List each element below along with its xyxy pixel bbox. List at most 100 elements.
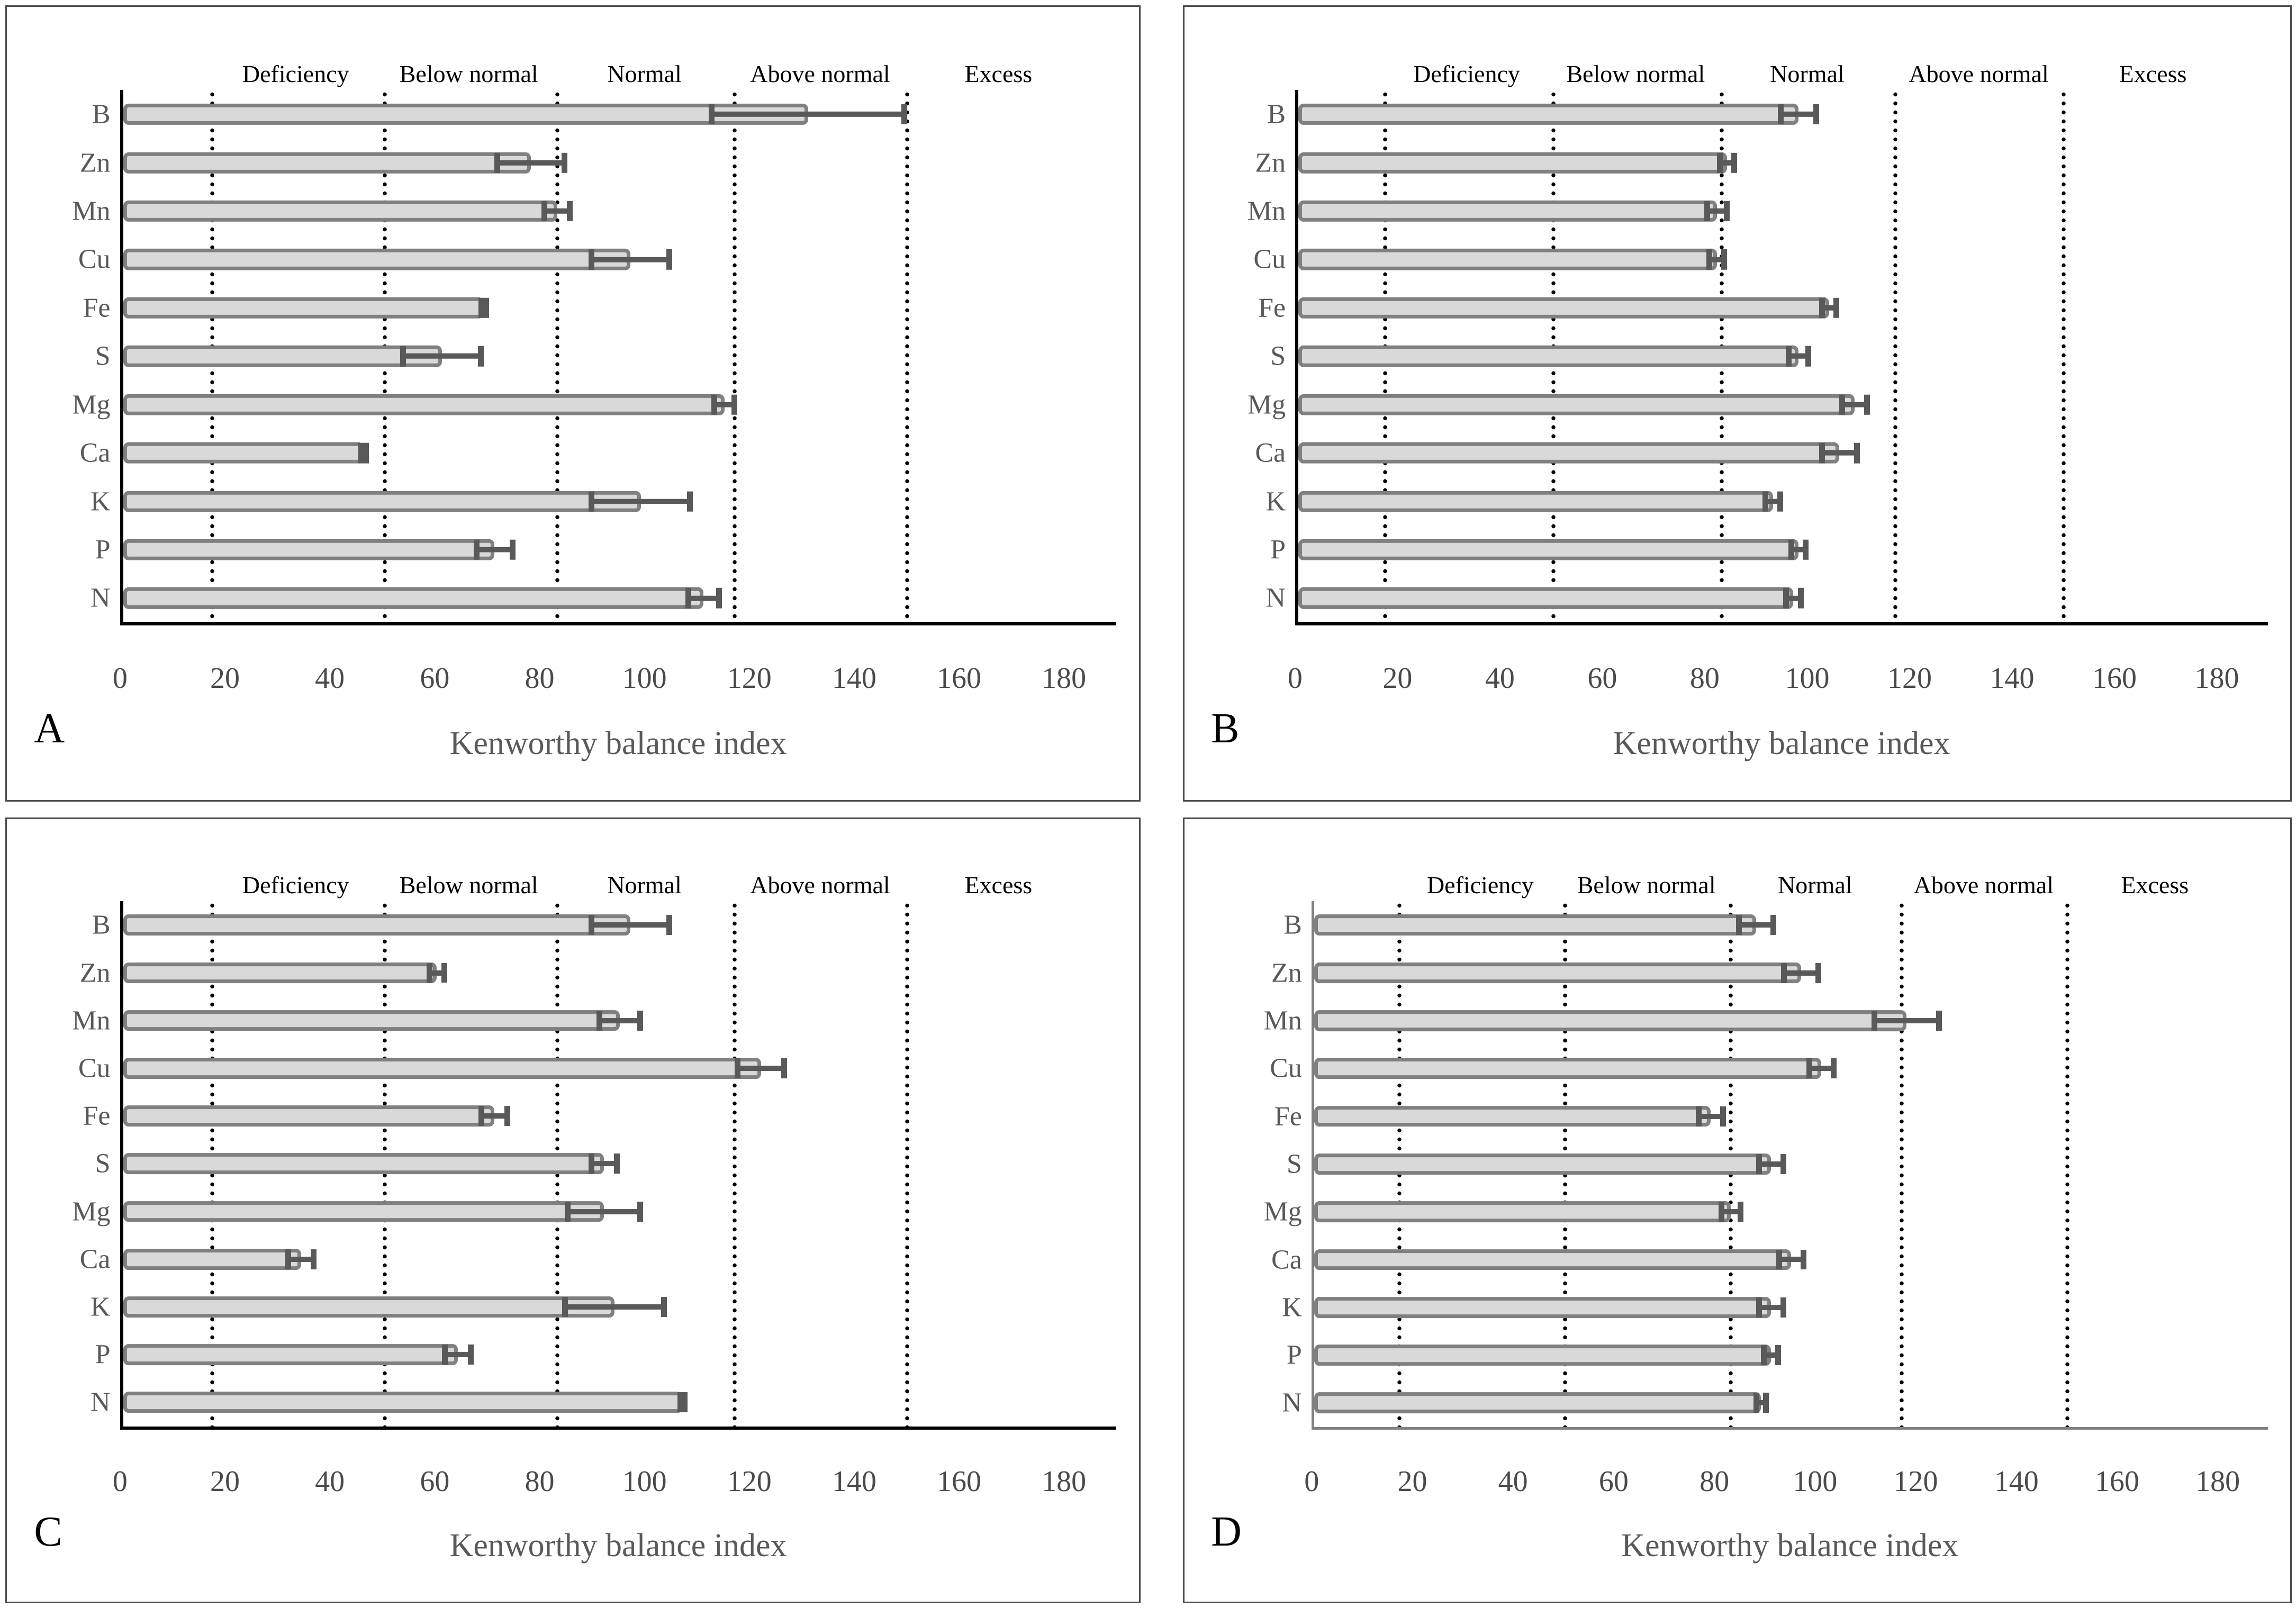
error-line	[494, 160, 568, 166]
bar-P	[123, 1344, 458, 1366]
bar-Zn	[123, 152, 531, 174]
error-cap-left	[442, 1344, 448, 1365]
zone-label-above-normal: Above normal	[750, 60, 890, 87]
error-line	[565, 1209, 644, 1214]
error-cap-left	[1778, 104, 1784, 125]
tick-label-40: 40	[1485, 661, 1515, 695]
bar-Mn	[1298, 200, 1717, 222]
bar-row-K: K	[91, 1283, 1116, 1331]
bar-S	[123, 1153, 604, 1175]
category-label-K: K	[90, 486, 111, 517]
error-bar-Ca	[1819, 442, 1860, 464]
error-line	[588, 1161, 620, 1167]
error-bar-Cu	[588, 249, 672, 270]
bar-Zn	[1314, 962, 1802, 984]
zone-boundary-line-117	[733, 90, 737, 623]
category-label-Mg: Mg	[1263, 1196, 1302, 1227]
category-label-Fe: Fe	[83, 1101, 111, 1131]
bar-Mg	[1314, 1201, 1731, 1223]
error-cap-left	[473, 539, 480, 560]
error-cap-left	[1871, 1011, 1877, 1031]
error-cap-left	[1706, 249, 1713, 270]
bar-row-Mg: Mg	[72, 1188, 1116, 1235]
category-label-N: N	[90, 583, 111, 613]
bar-B	[1314, 914, 1756, 936]
bar-row-Cu: Cu	[78, 1044, 1116, 1092]
error-bar-S	[400, 346, 484, 367]
error-line	[1756, 1161, 1786, 1167]
category-label-P: P	[95, 1339, 111, 1370]
error-cap-left	[1704, 201, 1710, 222]
zone-label-excess: Excess	[2121, 871, 2189, 898]
panel-letter-D: D	[1211, 1508, 1242, 1555]
zone-label-below-normal: Below normal	[1566, 60, 1705, 87]
error-cap-left	[1806, 1058, 1812, 1079]
tick-label-0: 0	[1287, 661, 1303, 695]
error-bar-S	[1785, 346, 1812, 367]
bar-row-Ca: Ca	[1271, 1235, 2268, 1283]
error-bar-N	[1753, 1393, 1769, 1413]
error-cap-right	[562, 152, 568, 173]
bar-row-P: P	[1270, 525, 2268, 574]
category-label-K: K	[1265, 486, 1286, 517]
category-label-Cu: Cu	[1253, 244, 1286, 275]
bar-row-P: P	[95, 525, 1116, 574]
tick-label-160: 160	[2094, 1465, 2139, 1498]
category-label-Cu: Cu	[1270, 1053, 1302, 1084]
bar-row-K: K	[1282, 1284, 2268, 1331]
bar-Ca	[1314, 1249, 1792, 1270]
bar-Cu	[123, 1058, 761, 1079]
error-cap-left	[1696, 1106, 1702, 1126]
error-cap-right	[661, 1297, 667, 1317]
bar-row-S: S	[1287, 1140, 2268, 1188]
bar-Zn	[123, 962, 437, 984]
error-line	[1718, 1209, 1744, 1215]
category-label-S: S	[1270, 341, 1286, 371]
x-axis-ticks: 0 20 40 60 80 100 120 140 160 180	[113, 661, 1116, 701]
category-label-B: B	[92, 910, 111, 940]
bar-row-N: N	[1282, 1379, 2268, 1427]
error-bar-K	[1762, 491, 1784, 512]
bar-K	[123, 490, 641, 512]
bar-row-N: N	[91, 1378, 1116, 1426]
plot-area: B Zn Mn Cu Fe S Mg Ca K P N	[1264, 901, 2268, 1430]
bar-P	[1314, 1344, 1771, 1366]
error-cap-left	[1783, 588, 1789, 608]
category-label-Fe: Fe	[1274, 1101, 1302, 1132]
error-line	[1704, 208, 1730, 214]
category-label-Mn: Mn	[1263, 1005, 1302, 1036]
bar-row-Zn: Zn	[1255, 139, 2268, 187]
category-label-Zn: Zn	[79, 148, 111, 178]
error-bar-Zn	[494, 152, 568, 173]
category-label-P: P	[95, 534, 111, 565]
category-label-B: B	[92, 99, 111, 130]
bar-row-B: B	[92, 901, 1116, 949]
error-cap-right	[1815, 962, 1822, 983]
bar-row-Ca: Ca	[1255, 429, 2268, 477]
category-label-Ca: Ca	[1271, 1244, 1302, 1275]
tick-label-120: 120	[1887, 661, 1932, 695]
error-cap-right	[1731, 152, 1738, 173]
bar-row-Fe: Fe	[1274, 1092, 2268, 1140]
tick-label-0: 0	[112, 1465, 128, 1498]
category-label-P: P	[1286, 1340, 1302, 1370]
chart-panel-B: Deficiency Below normal Normal Above normal…	[1183, 5, 2292, 802]
error-cap-right	[901, 104, 908, 125]
bar-S	[1314, 1153, 1771, 1175]
error-cap-right	[1770, 915, 1776, 935]
zone-labels: Deficiency Below normal Normal Above normal…	[120, 40, 1116, 88]
error-bar-S	[588, 1153, 620, 1174]
bar-row-B: B	[1283, 901, 2268, 949]
zone-boundary-line-83	[555, 90, 559, 623]
bar-N	[123, 587, 704, 609]
category-label-Mn: Mn	[1247, 196, 1286, 226]
tick-label-160: 160	[937, 661, 982, 695]
error-line	[735, 1066, 788, 1071]
error-bar-N	[677, 1392, 688, 1413]
zone-labels: Deficiency Below normal Normal Above normal…	[1295, 40, 2268, 88]
error-cap-left	[1753, 1393, 1760, 1413]
tick-label-40: 40	[1498, 1465, 1528, 1498]
bar-B	[1298, 103, 1798, 125]
error-cap-right	[781, 1058, 788, 1078]
error-cap-right	[504, 1106, 510, 1126]
